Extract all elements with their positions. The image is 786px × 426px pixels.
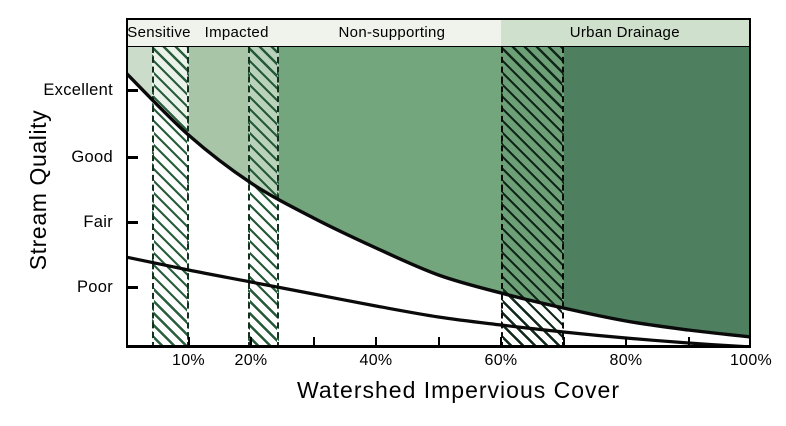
- y-tick-good: [128, 156, 138, 159]
- y-tick-fair: [128, 221, 138, 224]
- zone-header-bg-1: [500, 20, 749, 46]
- y-tick-label-poor: Poor: [76, 278, 113, 296]
- zone-label-impacted: Impacted: [204, 24, 269, 41]
- zone-label-urban-drainage: Urban Drainage: [569, 24, 680, 41]
- boundary-curves-svg: [126, 71, 751, 348]
- x-axis-title: Watershed Impervious Cover: [297, 377, 620, 403]
- zone-label-non-supporting: Non-supporting: [338, 24, 446, 41]
- quality-cone-svg: [126, 73, 751, 348]
- y-axis-line: [126, 47, 128, 348]
- x-tick-10: [187, 337, 190, 345]
- upper-boundary-curve: [126, 71, 751, 339]
- x-axis-line: [126, 345, 751, 348]
- x-tick-50: [437, 337, 440, 345]
- zone-header-backgrounds: [128, 20, 749, 46]
- y-tick-label-fair: Fair: [83, 213, 113, 231]
- zone-header-labels: Sensitive Impacted Non-supporting Urban Dra…: [128, 20, 749, 46]
- transition-hatch-0: [152, 47, 189, 348]
- x-tick-label-20: 20%: [234, 352, 268, 369]
- x-axis-title-row: Watershed Impervious Cover: [126, 377, 751, 404]
- plot-right-border: [749, 47, 751, 348]
- y-tick-label-excellent: Excellent: [43, 81, 113, 99]
- zone-band-6: [563, 47, 751, 348]
- x-tick-label-100: 100%: [729, 352, 773, 369]
- x-axis-labels: 10% 20% 40% 60% 80% 100%: [126, 352, 772, 374]
- y-tick-label-good: Good: [71, 148, 113, 166]
- x-tick-70: [562, 337, 565, 345]
- x-tick-label-10: 10%: [172, 352, 205, 369]
- x-tick-label-80: 80%: [609, 352, 643, 369]
- x-tick-60: [500, 337, 502, 345]
- y-tick-excellent: [128, 89, 138, 92]
- quality-cone-fill: [126, 73, 751, 348]
- y-axis-labels: Excellent Good Fair Poor: [0, 47, 118, 348]
- x-tick-90: [687, 337, 690, 345]
- x-tick-label-60: 60%: [484, 352, 518, 369]
- ticks-layer: [126, 47, 751, 348]
- y-tick-poor: [128, 286, 138, 289]
- x-tick-20: [250, 337, 252, 345]
- zone-header-bg-0: [128, 20, 501, 46]
- transition-hatch-2: [501, 47, 564, 348]
- x-tick-30: [312, 337, 315, 345]
- lower-boundary-curve: [126, 255, 751, 348]
- x-tick-label-40: 40%: [359, 352, 393, 369]
- x-tick-40: [375, 337, 377, 345]
- zone-label-sensitive: Sensitive: [127, 24, 191, 41]
- plot-area: [126, 47, 751, 348]
- zone-header-band: Sensitive Impacted Non-supporting Urban Dra…: [126, 18, 751, 48]
- x-tick-80: [625, 337, 627, 345]
